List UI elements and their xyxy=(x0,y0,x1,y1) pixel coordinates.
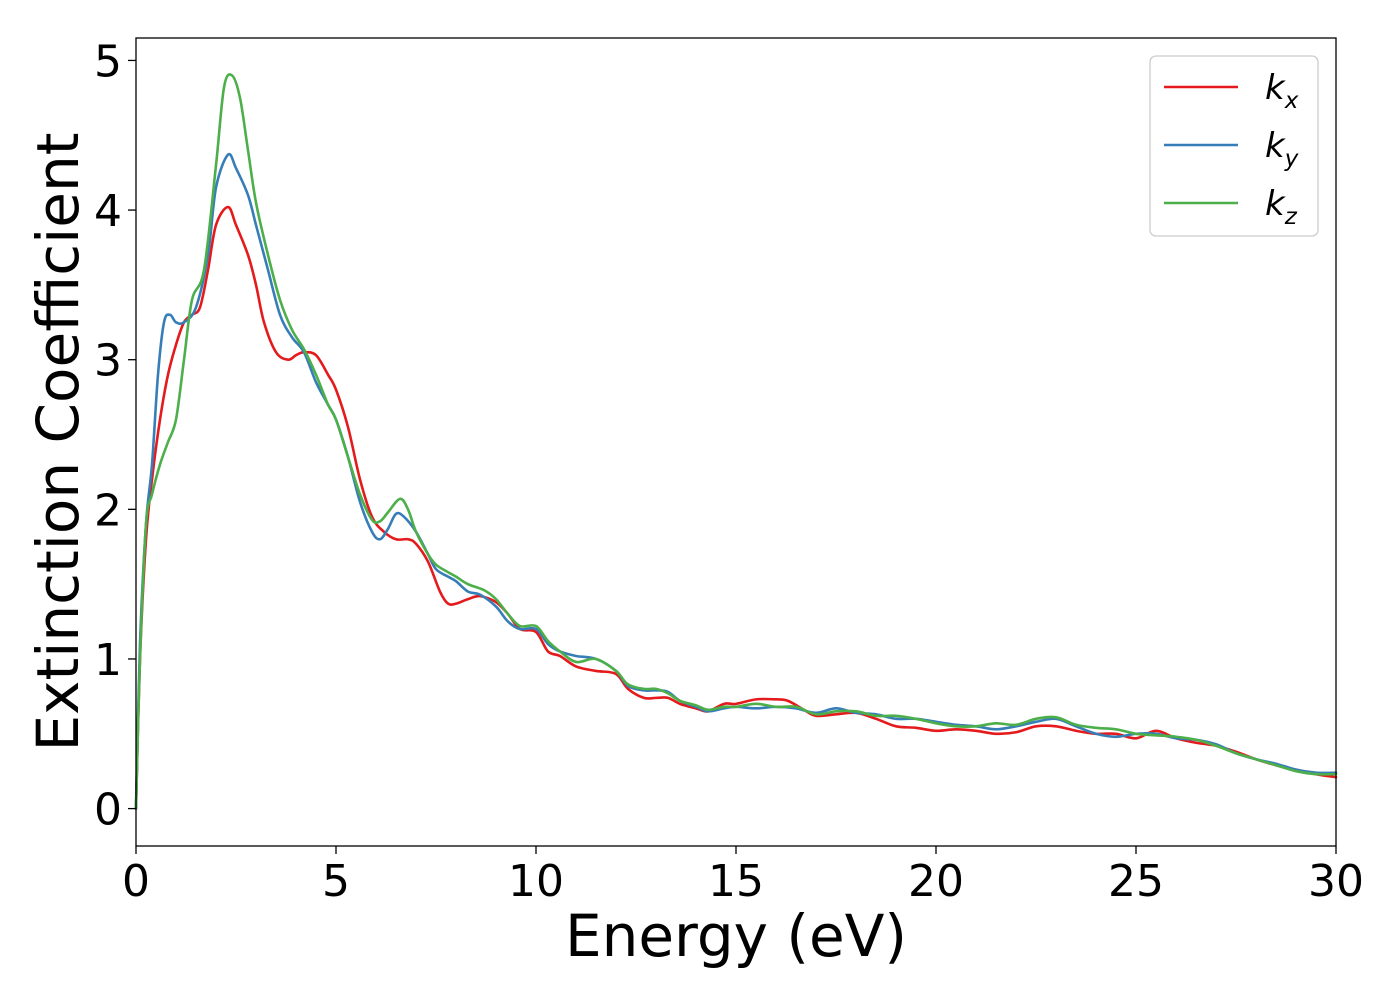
series-layer xyxy=(134,73,1338,810)
y-axis: 0 1 2 3 4 5 xyxy=(94,36,136,836)
legend-label-kx: kx xyxy=(1265,68,1299,114)
legend-label-ky: ky xyxy=(1265,126,1299,172)
y-tick-label: 5 xyxy=(94,36,122,87)
series-line-ky xyxy=(134,152,1338,810)
legend: kx ky kz xyxy=(1149,55,1319,237)
y-tick-label: 0 xyxy=(94,785,122,836)
x-axis: 0 5 10 15 20 25 30 xyxy=(122,846,1364,907)
x-tick-label: 5 xyxy=(322,856,350,907)
x-tick-label: 0 xyxy=(122,856,150,907)
x-tick-label: 15 xyxy=(708,856,764,907)
series-line-kz xyxy=(134,73,1338,810)
y-axis-title: Extinction Coefficient xyxy=(24,133,92,752)
y-tick-label: 3 xyxy=(94,336,122,387)
x-tick-label: 20 xyxy=(908,856,964,907)
y-tick-label: 1 xyxy=(94,635,122,686)
y-tick-label: 2 xyxy=(94,485,122,536)
legend-label-kz: kz xyxy=(1265,184,1298,230)
x-tick-label: 10 xyxy=(508,856,564,907)
x-axis-title: Energy (eV) xyxy=(565,902,907,970)
x-tick-label: 30 xyxy=(1308,856,1364,907)
x-tick-label: 25 xyxy=(1108,856,1164,907)
series-line-kx xyxy=(134,205,1338,810)
y-tick-label: 4 xyxy=(94,186,122,237)
